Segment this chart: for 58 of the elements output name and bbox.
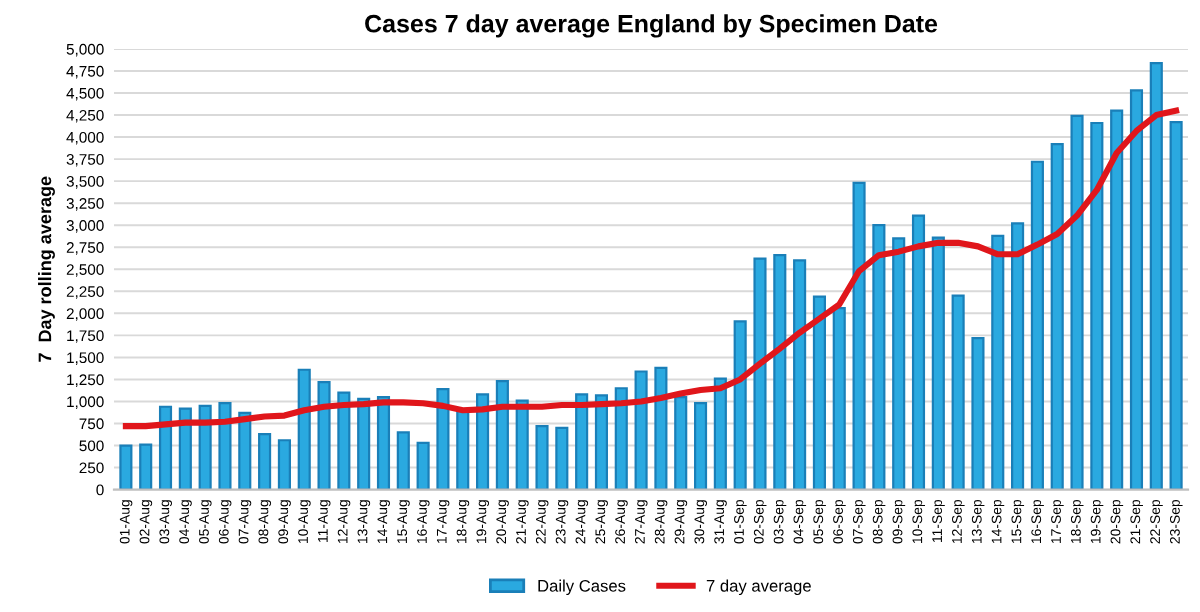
legend-label: Daily Cases [538,579,626,596]
bar [1149,61,1163,490]
bar [476,393,490,490]
bar [198,404,212,490]
bar [575,393,589,490]
bar [357,397,371,490]
bar [872,224,886,490]
bar [337,391,351,490]
bar [436,388,450,490]
bar [1011,222,1025,490]
legend-label: 7 day average [706,579,811,596]
bar [674,395,688,490]
bar [733,320,747,490]
bar [456,409,470,490]
bar [555,426,569,490]
bar [1070,114,1084,490]
bar [416,441,430,490]
bar [1110,109,1124,490]
bar [693,402,708,490]
bar [495,380,509,490]
bar [832,306,846,490]
bar [139,443,153,490]
bar [852,181,866,490]
bar [773,254,787,490]
bar [614,387,628,490]
bar [277,439,291,490]
bar [971,336,985,490]
bar [892,237,906,490]
bar [317,380,331,490]
bar [654,366,668,490]
bar [812,295,826,490]
bar [1030,160,1044,490]
bar [1090,121,1104,490]
chart-title: Cases 7 day average England by Specimen Date [365,14,938,38]
bar [991,234,1005,490]
bar [634,370,648,490]
bar [515,399,529,490]
bar [951,294,965,490]
bar [178,407,192,490]
bar [396,431,410,490]
bar [119,444,133,490]
y-axis-title: 7 Day rolling average [38,176,55,362]
bar [1050,143,1064,490]
bar [594,394,609,490]
bar [1169,121,1183,490]
bar [753,257,767,490]
bar [258,432,272,490]
bar [218,402,232,490]
bar [931,236,945,490]
bar [911,214,926,490]
line-series [122,107,1180,430]
bar [793,259,807,490]
bar [297,368,311,490]
bar [158,405,173,490]
bar [376,395,391,490]
bar [713,377,727,490]
bar [1129,89,1144,490]
bar [535,425,549,490]
